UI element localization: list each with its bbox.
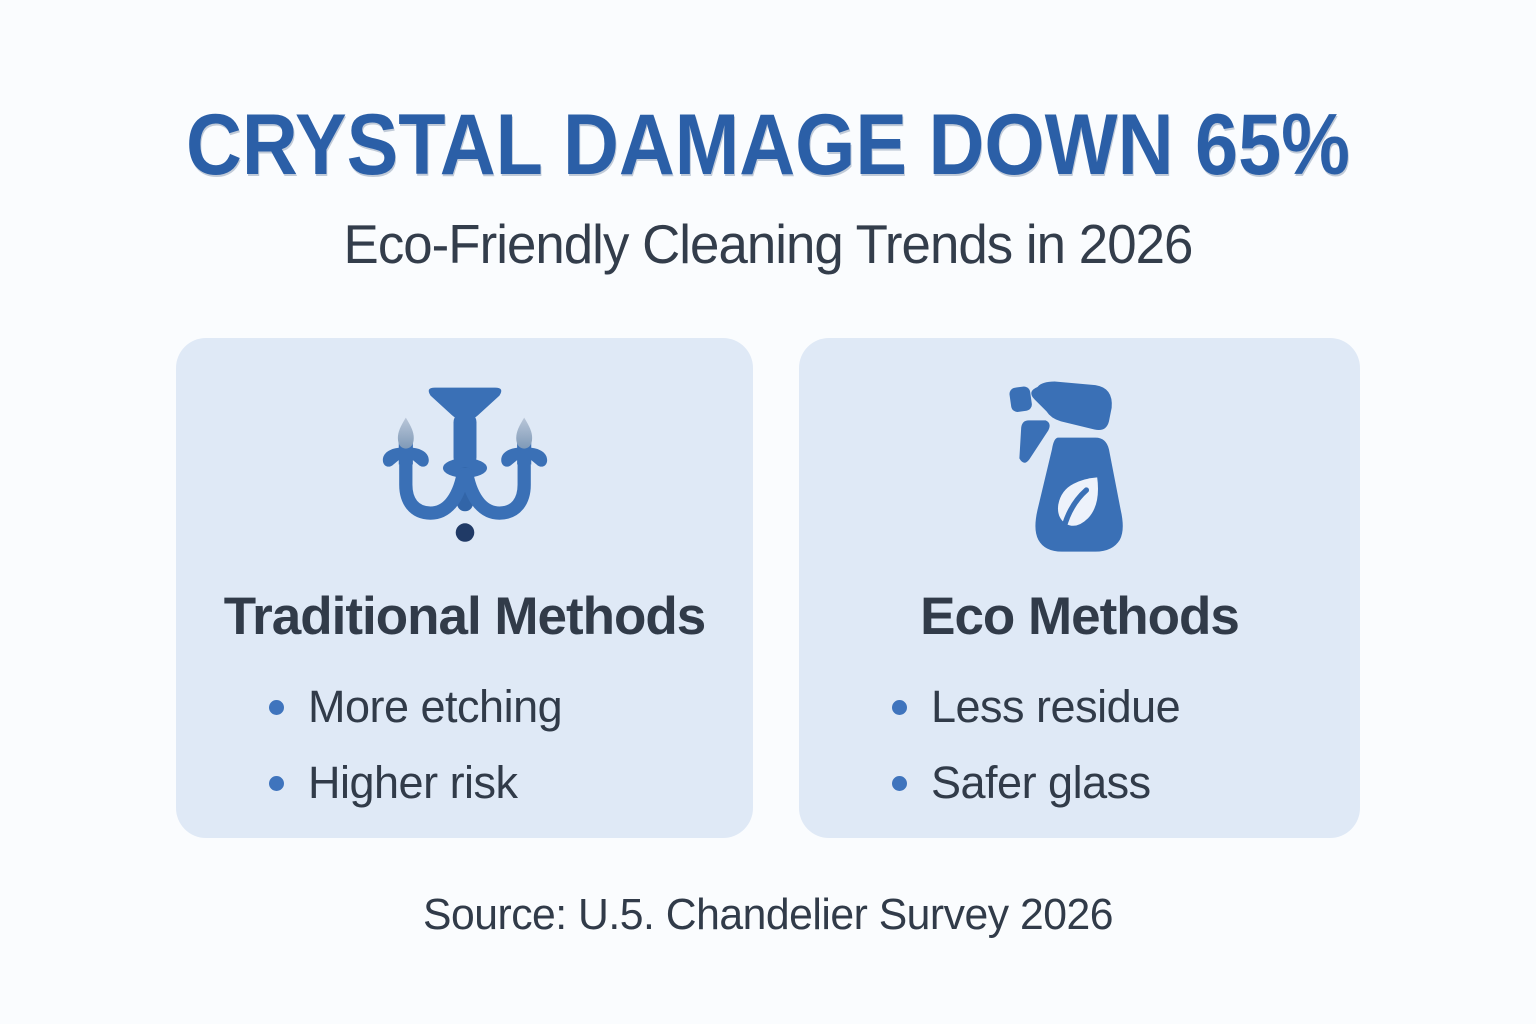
list-item: Less residue — [892, 681, 1360, 733]
card-traditional-methods: Traditional Methods More etching Higher … — [176, 338, 753, 838]
bullet-dot-icon — [269, 775, 284, 791]
bullet-dot-icon — [892, 775, 907, 791]
bullet-text: Safer glass — [931, 757, 1151, 808]
page-title: CRYSTAL DAMAGE DOWN 65% — [186, 97, 1350, 193]
footer: Source: U.5. Chandelier Survey 2026 — [0, 890, 1536, 940]
card-heading-traditional: Traditional Methods — [223, 587, 707, 646]
bullet-text: Higher risk — [308, 757, 518, 808]
chandelier-icon — [176, 376, 753, 568]
card-eco-methods: Eco Methods Less residue Safer glass — [799, 338, 1360, 838]
list-item: Safer glass — [892, 757, 1360, 809]
page-subtitle: Eco-Friendly Cleaning Trends in 2026 — [343, 213, 1194, 275]
bullet-text: More etching — [308, 681, 563, 732]
card-heading-eco: Eco Methods — [920, 587, 1240, 646]
spray-bottle-leaf-icon — [799, 376, 1360, 568]
bullet-dot-icon — [892, 699, 907, 715]
bullet-dot-icon — [269, 699, 284, 715]
cards-row: Traditional Methods More etching Higher … — [0, 338, 1536, 838]
bullet-list-eco: Less residue Safer glass — [799, 681, 1360, 809]
list-item: More etching — [269, 681, 753, 733]
list-item: Higher risk — [269, 757, 753, 809]
bullet-text: Less residue — [931, 681, 1181, 732]
header: CRYSTAL DAMAGE DOWN 65% Eco-Friendly Cle… — [0, 0, 1536, 276]
bullet-list-traditional: More etching Higher risk — [176, 681, 753, 809]
source-attribution: Source: U.5. Chandelier Survey 2026 — [422, 890, 1114, 939]
